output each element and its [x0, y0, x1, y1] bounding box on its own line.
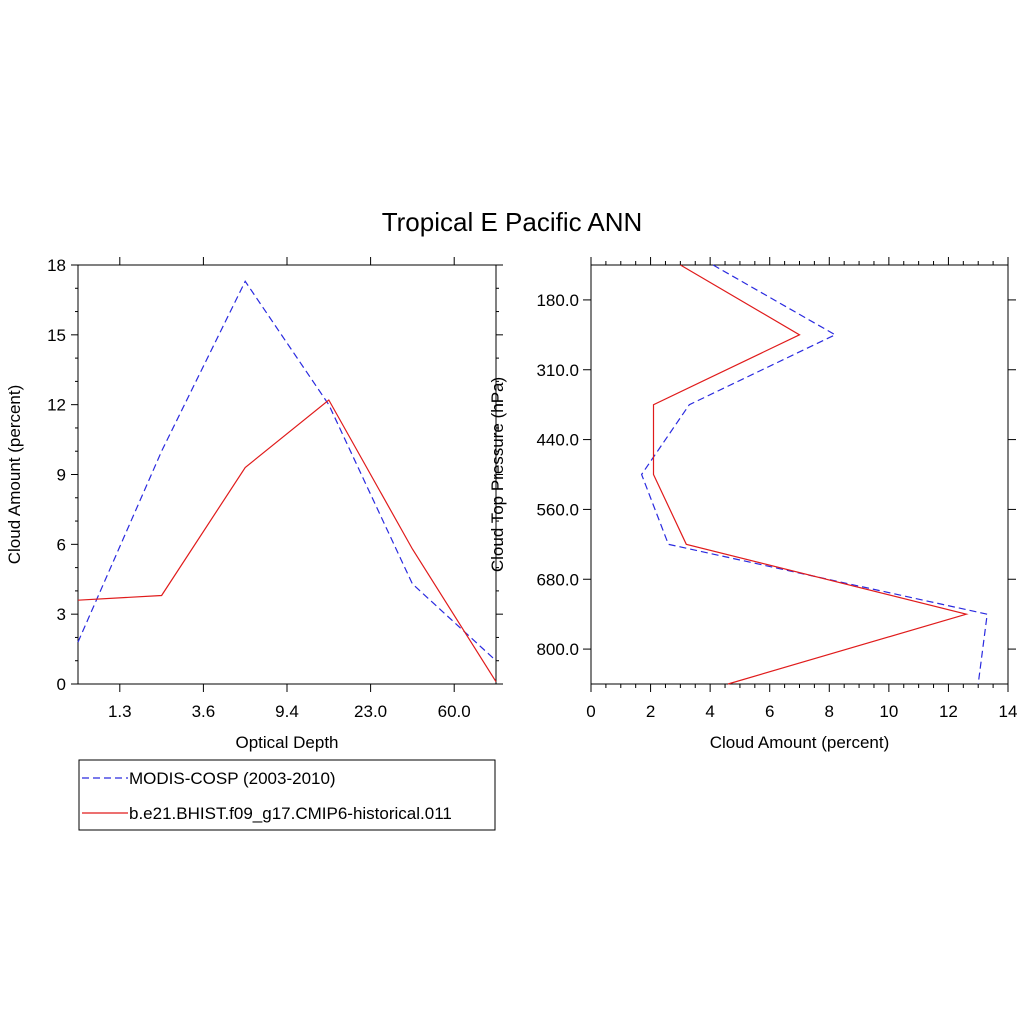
right-y-tick-label: 680.0	[536, 570, 579, 589]
right-x-tick-label: 4	[705, 702, 714, 721]
left-y-tick-label: 12	[47, 396, 66, 415]
left-y-axis-label: Cloud Amount (percent)	[5, 385, 24, 565]
right-x-tick-label: 14	[999, 702, 1018, 721]
optical-depth-panel: 0 3 6 9 12 15 18 1.3 3.6 9.4 23.0 60.0 Optical Depth…	[5, 256, 503, 752]
left-x-tick-label: 1.3	[108, 702, 132, 721]
right-series-model-line	[652, 264, 969, 685]
right-y-tick-label: 180.0	[536, 291, 579, 310]
right-y-tick-label: 560.0	[536, 500, 579, 519]
left-x-axis-label: Optical Depth	[236, 733, 339, 752]
legend-label-model: b.e21.BHIST.f09_g17.CMIP6-historical.011	[129, 804, 452, 823]
legend: MODIS-COSP (2003-2010) b.e21.BHIST.f09_g…	[78, 759, 496, 831]
left-x-tick-label: 9.4	[275, 702, 299, 721]
right-x-tick-label: 10	[879, 702, 898, 721]
legend-label-obs: MODIS-COSP (2003-2010)	[129, 769, 336, 788]
right-y-tick-label: 800.0	[536, 640, 579, 659]
right-x-tick-label: 8	[825, 702, 834, 721]
left-y-tick-label: 3	[57, 605, 66, 624]
right-x-tick-label: 12	[939, 702, 958, 721]
left-x-tick-label: 60.0	[438, 702, 471, 721]
pressure-panel: 0 2 4 6 8 10 12 14 180.0 310.0 440.0 560.0 680.0 800.…	[488, 257, 1017, 752]
left-y-tick-label: 6	[57, 535, 66, 554]
left-y-tick-label: 15	[47, 326, 66, 345]
right-x-axis-label: Cloud Amount (percent)	[710, 733, 890, 752]
left-series-obs-line	[77, 280, 497, 662]
right-x-tick-label: 0	[586, 702, 595, 721]
left-x-tick-label: 3.6	[192, 702, 216, 721]
left-x-tick-label: 23.0	[354, 702, 387, 721]
left-y-tick-label: 18	[47, 256, 66, 275]
right-x-tick-label: 2	[646, 702, 655, 721]
right-x-tick-label: 6	[765, 702, 774, 721]
right-y-tick-label: 440.0	[536, 431, 579, 450]
left-y-tick-label: 0	[57, 675, 66, 694]
right-y-tick-label: 310.0	[536, 361, 579, 380]
left-series-model-line	[77, 399, 497, 683]
right-y-axis-label: Cloud Top Pressure (hPa)	[488, 377, 507, 572]
legend-box	[78, 759, 496, 831]
left-y-tick-label: 9	[57, 466, 66, 485]
left-plot-frame	[77, 264, 497, 685]
chart-title: Tropical E Pacific ANN	[382, 207, 643, 237]
right-series-obs-line	[640, 264, 988, 685]
